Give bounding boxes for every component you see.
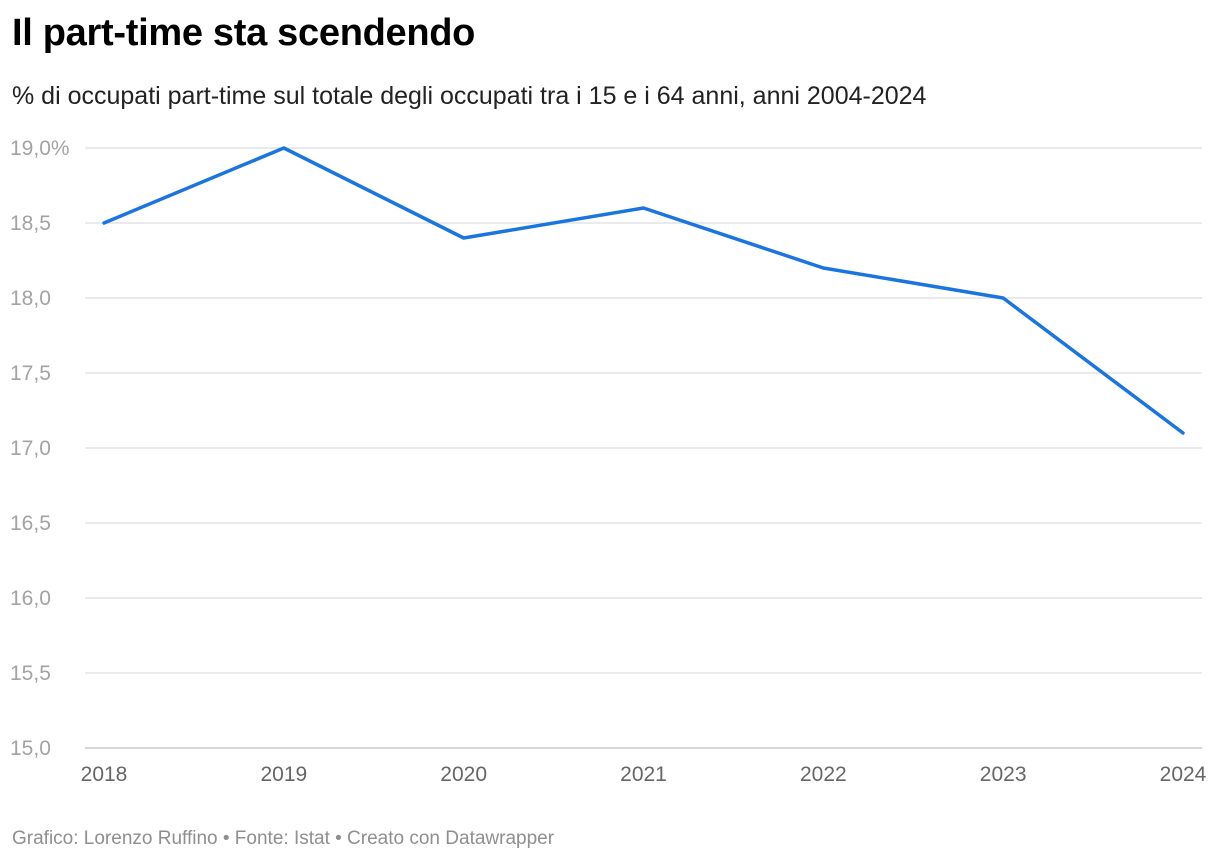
y-tick-label: 18,0	[10, 287, 51, 310]
y-tick-label: 16,0	[10, 587, 51, 610]
gridlines	[85, 147, 1202, 749]
series-line	[102, 146, 1185, 435]
y-tick-label: 19,0%	[10, 137, 70, 160]
y-axis: 15,0 15,5 16,0 16,5 17,0 17,5 18,0 18,5 19,0%	[10, 137, 70, 760]
x-tick-label: 2022	[800, 763, 847, 786]
y-tick-label: 15,5	[10, 662, 51, 685]
x-tick-label: 2023	[980, 763, 1027, 786]
y-tick-label: 15,0	[10, 737, 51, 760]
y-tick-label: 17,0	[10, 437, 51, 460]
y-tick-label: 16,5	[10, 512, 51, 535]
y-tick-label: 18,5	[10, 212, 51, 235]
x-tick-label: 2018	[81, 763, 128, 786]
series-group	[102, 146, 1185, 435]
x-tick-label: 2019	[260, 763, 307, 786]
x-axis: 2018 2019 2020 2021 2022 2023 2024	[81, 763, 1207, 786]
chart-title: Il part-time sta scendendo	[12, 12, 476, 54]
chart-footer: Grafico: Lorenzo Ruffino • Fonte: Istat …	[12, 828, 555, 849]
chart-subtitle: % di occupati part-time sul totale degli…	[12, 82, 927, 110]
x-tick-label: 2021	[620, 763, 667, 786]
x-tick-label: 2020	[440, 763, 487, 786]
y-tick-label: 17,5	[10, 362, 51, 385]
x-tick-label: 2024	[1160, 763, 1207, 786]
